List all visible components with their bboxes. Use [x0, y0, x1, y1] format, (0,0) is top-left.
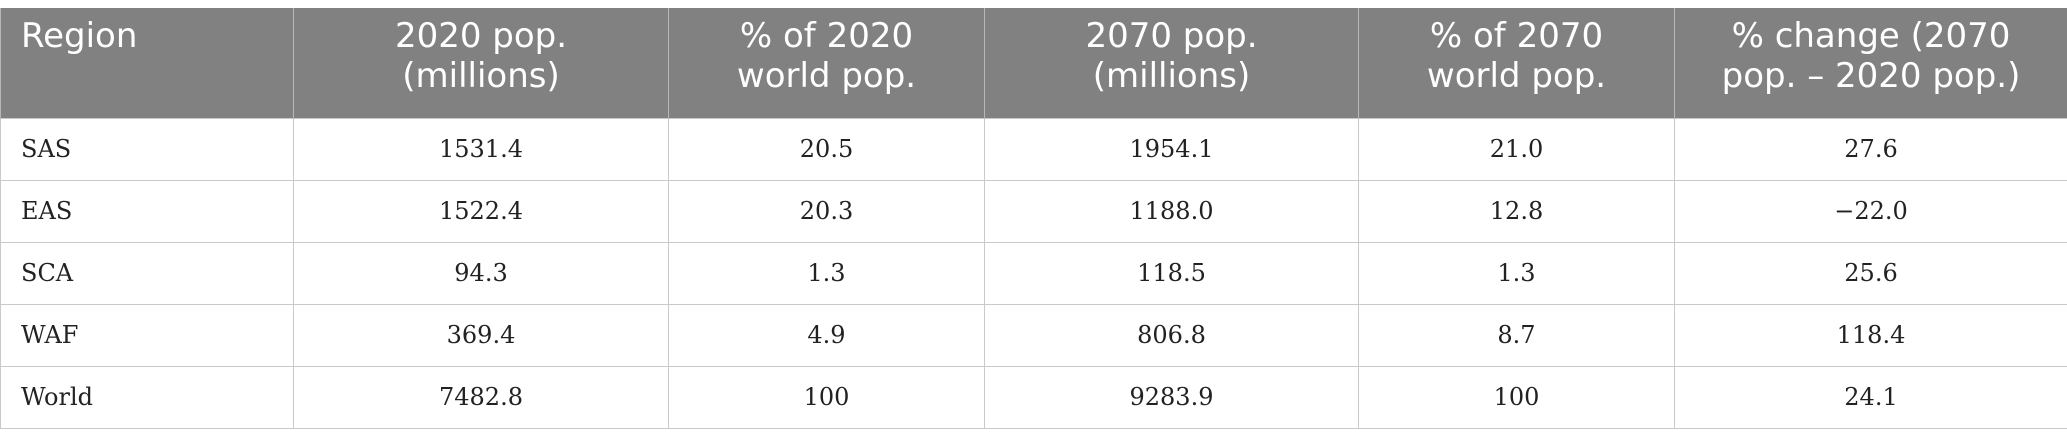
- table-row: SAS 1531.4 20.5 1954.1 21.0 27.6: [0, 117, 2067, 181]
- cell-2020-share: 20.3: [668, 179, 985, 243]
- header-2020-pop: 2020 pop. (millions): [293, 8, 669, 118]
- cell-pct-change: 25.6: [1674, 241, 2067, 305]
- cell-2070-pop: 806.8: [984, 303, 1359, 367]
- table-row: World 7482.8 100 9283.9 100 24.1: [0, 365, 2067, 429]
- header-row: Region 2020 pop. (millions) % of 2020 worl…: [0, 8, 2067, 118]
- cell-2070-share: 12.8: [1358, 179, 1675, 243]
- table-row: SCA 94.3 1.3 118.5 1.3 25.6: [0, 241, 2067, 305]
- cell-2020-pop: 94.3: [293, 241, 669, 305]
- cell-2070-pop: 1954.1: [984, 117, 1359, 181]
- cell-2070-pop: 9283.9: [984, 365, 1359, 429]
- table-header: Region 2020 pop. (millions) % of 2020 worl…: [0, 8, 2067, 118]
- header-pct-change: % change (2070 pop. – 2020 pop.): [1674, 8, 2067, 118]
- cell-pct-change: −22.0: [1674, 179, 2067, 243]
- cell-pct-change: 27.6: [1674, 117, 2067, 181]
- cell-pct-change: 118.4: [1674, 303, 2067, 367]
- cell-region: SCA: [0, 241, 294, 305]
- header-2070-pop: 2070 pop. (millions): [984, 8, 1359, 118]
- cell-2070-share: 100: [1358, 365, 1675, 429]
- cell-2020-pop: 369.4: [293, 303, 669, 367]
- cell-region: SAS: [0, 117, 294, 181]
- population-table: Region 2020 pop. (millions) % of 2020 worl…: [0, 8, 2067, 429]
- cell-2070-pop: 1188.0: [984, 179, 1359, 243]
- cell-2020-share: 4.9: [668, 303, 985, 367]
- cell-pct-change: 24.1: [1674, 365, 2067, 429]
- cell-2020-share: 100: [668, 365, 985, 429]
- table-row: EAS 1522.4 20.3 1188.0 12.8 −22.0: [0, 179, 2067, 243]
- header-2020-share: % of 2020 world pop.: [668, 8, 985, 118]
- cell-region: World: [0, 365, 294, 429]
- cell-region: WAF: [0, 303, 294, 367]
- header-2070-share: % of 2070 world pop.: [1358, 8, 1675, 118]
- table-body: SAS 1531.4 20.5 1954.1 21.0 27.6 EAS 152…: [0, 117, 2067, 429]
- cell-2020-share: 1.3: [668, 241, 985, 305]
- header-region: Region: [0, 8, 294, 118]
- cell-2020-share: 20.5: [668, 117, 985, 181]
- table-row: WAF 369.4 4.9 806.8 8.7 118.4: [0, 303, 2067, 367]
- cell-2070-pop: 118.5: [984, 241, 1359, 305]
- cell-2070-share: 1.3: [1358, 241, 1675, 305]
- population-table-container: Region 2020 pop. (millions) % of 2020 worl…: [0, 8, 2067, 429]
- cell-2020-pop: 1531.4: [293, 117, 669, 181]
- cell-2020-pop: 1522.4: [293, 179, 669, 243]
- cell-region: EAS: [0, 179, 294, 243]
- cell-2020-pop: 7482.8: [293, 365, 669, 429]
- cell-2070-share: 21.0: [1358, 117, 1675, 181]
- cell-2070-share: 8.7: [1358, 303, 1675, 367]
